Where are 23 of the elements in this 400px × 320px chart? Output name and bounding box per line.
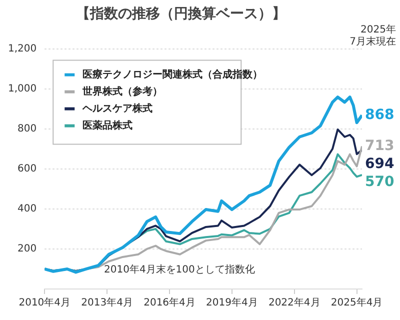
- x-tick-label: 2013年4月: [81, 296, 133, 309]
- legend-label: 医療テクノロジー関連株式（合成指数）: [82, 68, 263, 80]
- y-tick-label: 200: [18, 244, 37, 255]
- legend-label: ヘルスケア株式: [82, 102, 153, 114]
- legend-label: 医薬品株式: [82, 119, 133, 132]
- y-tick-label: 1,200: [8, 43, 37, 54]
- y-tick-label: 1,000: [8, 83, 37, 94]
- data-label: 570: [365, 174, 394, 190]
- y-tick-label: 800: [18, 123, 37, 134]
- legend-label: 世界株式（参考）: [82, 85, 163, 98]
- x-tick-label: 2022年4月: [268, 296, 320, 309]
- x-tick-label: 2010年4月: [18, 296, 71, 309]
- data-label: 713: [365, 138, 394, 154]
- chart-title: 【指数の推移（円換算ベース）】: [76, 6, 286, 22]
- x-tick-label: 2025年4月: [330, 296, 383, 309]
- annotation: 2010年4月末を100として指数化: [104, 264, 255, 276]
- data-label: 868: [365, 106, 394, 123]
- x-tick-label: 2016年4月: [144, 296, 196, 309]
- x-tick-label: 2019年4月: [206, 296, 258, 309]
- text: 2025年 7月末現在: [350, 24, 396, 48]
- y-tick-label: 600: [18, 163, 37, 174]
- y-tick-label: 400: [18, 204, 37, 215]
- data-label: 694: [365, 156, 394, 172]
